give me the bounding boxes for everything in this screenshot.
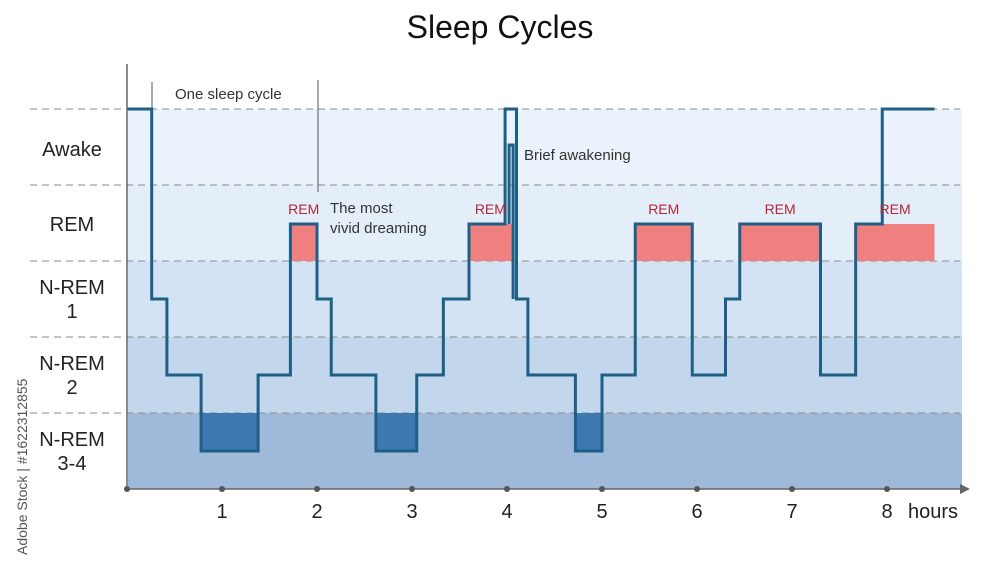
stage-label-nrem1-1: 1 bbox=[66, 301, 77, 323]
rem-fill-2 bbox=[469, 224, 512, 261]
stage-label-nrem34-1: 3-4 bbox=[58, 453, 87, 475]
band-nrem34 bbox=[128, 413, 962, 489]
x-tick-5 bbox=[599, 486, 605, 492]
watermark: Adobe Stock | #1622312855 bbox=[14, 378, 30, 555]
x-tick-label-6: 6 bbox=[691, 501, 702, 523]
x-tick-label-2: 2 bbox=[311, 501, 322, 523]
x-tick-label-4: 4 bbox=[501, 501, 512, 523]
rem-fill-4 bbox=[739, 224, 821, 261]
stage-label-awake-0: Awake bbox=[42, 139, 102, 161]
rem-fill-3 bbox=[635, 224, 693, 261]
x-tick-label-3: 3 bbox=[406, 501, 417, 523]
stage-bands bbox=[128, 109, 962, 489]
band-rem bbox=[128, 185, 962, 261]
brief-awakening-spike bbox=[507, 143, 515, 299]
stage-label-rem-0: REM bbox=[50, 214, 94, 236]
annotation-vivid-dreaming-2: vivid dreaming bbox=[330, 220, 427, 237]
deep-sleep-fill-15 bbox=[575, 413, 602, 451]
x-tick-2 bbox=[314, 486, 320, 492]
stage-label-nrem1-0: N-REM bbox=[39, 277, 105, 299]
annotation-brief-awakening: Brief awakening bbox=[524, 147, 631, 164]
x-tick-label-5: 5 bbox=[596, 501, 607, 523]
annotation-one-sleep-cycle: One sleep cycle bbox=[175, 86, 282, 103]
rem-label-3: REM bbox=[648, 201, 679, 217]
band-nrem1 bbox=[128, 261, 962, 337]
rem-fill-5 bbox=[855, 224, 935, 261]
x-tick-1 bbox=[219, 486, 225, 492]
x-tick-7 bbox=[789, 486, 795, 492]
x-tick-label-8: 8 bbox=[881, 501, 892, 523]
deep-sleep-fill-3 bbox=[201, 413, 259, 451]
x-axis-unit-label: hours bbox=[908, 501, 958, 523]
chart-title: Sleep Cycles bbox=[407, 9, 594, 45]
rem-label-1: REM bbox=[288, 201, 319, 217]
hypnogram-line bbox=[127, 107, 935, 453]
x-axis-origin bbox=[124, 486, 130, 492]
x-tick-label-1: 1 bbox=[216, 501, 227, 523]
axes: 1 2 3 4 5 6 7 8 bbox=[124, 64, 970, 523]
deep-sleep-fill-8 bbox=[375, 413, 417, 451]
band-awake bbox=[128, 109, 962, 185]
x-tick-label-7: 7 bbox=[786, 501, 797, 523]
x-axis-arrow bbox=[960, 484, 970, 494]
hypnogram bbox=[127, 80, 935, 453]
annotation-vivid-dreaming-1: The most bbox=[330, 200, 393, 217]
rem-label-4: REM bbox=[765, 201, 796, 217]
stage-label-nrem34-0: N-REM bbox=[39, 429, 105, 451]
rem-label-2: REM bbox=[475, 201, 506, 217]
x-tick-4 bbox=[504, 486, 510, 492]
x-tick-8 bbox=[884, 486, 890, 492]
x-tick-6 bbox=[694, 486, 700, 492]
stage-label-nrem2-1: 2 bbox=[66, 377, 77, 399]
stage-fills bbox=[201, 224, 935, 451]
x-tick-3 bbox=[409, 486, 415, 492]
stage-label-nrem2-0: N-REM bbox=[39, 353, 105, 375]
rem-label-5: REM bbox=[880, 201, 911, 217]
rem-fill-1 bbox=[290, 224, 317, 261]
